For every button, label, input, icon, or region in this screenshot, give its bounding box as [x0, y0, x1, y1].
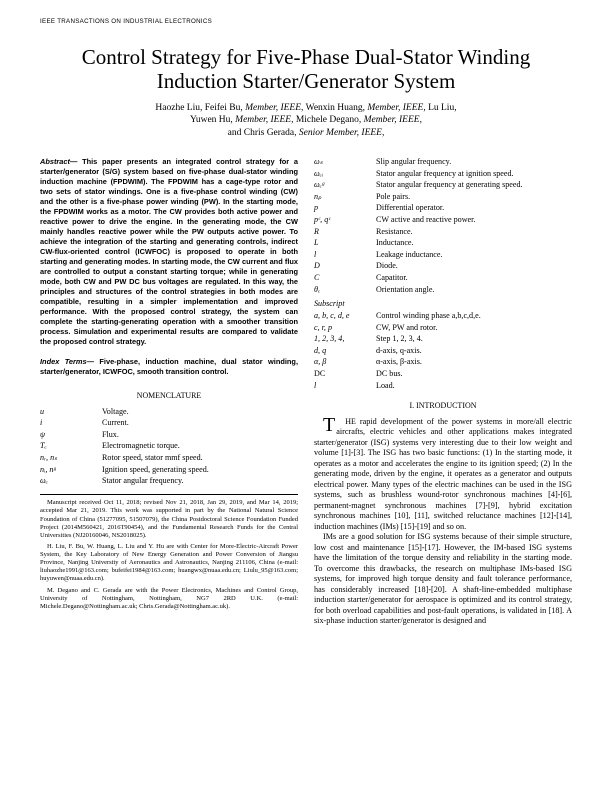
authors-line: and Chris Gerada, Senior Member, IEEE,	[40, 127, 572, 139]
nomen-row: d, qd-axis, q-axis.	[314, 346, 572, 356]
introduction-body: THE rapid development of the power syste…	[314, 417, 572, 627]
nomen-row: DDiode.	[314, 261, 572, 271]
index-terms: Index Terms— Five-phase, induction machi…	[40, 357, 298, 377]
authors-line: Yuwen Hu, Member, IEEE, Michele Degano, …	[40, 114, 572, 126]
journal-header: IEEE TRANSACTIONS ON INDUSTRIAL ELECTRON…	[40, 18, 212, 25]
subscript-heading: Subscript	[314, 299, 572, 309]
abstract: Abstract— This paper presents an integra…	[40, 157, 298, 347]
nomen-row: pᶜ, qᶜCW active and reactive power.	[314, 215, 572, 225]
footnote-p: Manuscript received Oct 11, 2018; revise…	[40, 499, 298, 540]
nomenclature-list-right: ωₛSlip angular frequency. ωₑᵢStator angu…	[314, 157, 572, 391]
nomen-row: ωₛSlip angular frequency.	[314, 157, 572, 167]
footnote-p: M. Degano and C. Gerada are with the Pow…	[40, 587, 298, 611]
right-column: ωₛSlip angular frequency. ωₑᵢStator angu…	[314, 157, 572, 774]
nomenclature-list-left: uVoltage. iCurrent. ψFlux. TₑElectromagn…	[40, 407, 298, 487]
paper-title: Control Strategy for Five-Phase Dual-Sta…	[40, 45, 572, 93]
nomen-row: ωₑᵢStator angular frequency at ignition …	[314, 169, 572, 179]
index-lead: Index Terms—	[40, 357, 94, 366]
dropcap: T	[314, 417, 336, 434]
nomen-row: 1, 2, 3, 4,Step 1, 2, 3, 4.	[314, 334, 572, 344]
manuscript-footnote: Manuscript received Oct 11, 2018; revise…	[40, 494, 298, 611]
nomen-row: TₑElectromagnetic torque.	[40, 441, 298, 451]
nomen-row: α, βα-axis, β-axis.	[314, 357, 572, 367]
nomen-row: c, r, pCW, PW and rotor.	[314, 323, 572, 333]
nomen-row: uVoltage.	[40, 407, 298, 417]
authors-line: Haozhe Liu, Feifei Bu, Member, IEEE, Wen…	[40, 102, 572, 114]
introduction-heading: I. INTRODUCTION	[314, 401, 572, 411]
abstract-body: This paper presents an integrated contro…	[40, 157, 298, 346]
nomen-row: DCDC bus.	[314, 369, 572, 379]
nomen-row: nᵣ, nₛRotor speed, stator mmf speed.	[40, 453, 298, 463]
nomen-row: lLoad.	[314, 381, 572, 391]
intro-paragraph: THE rapid development of the power syste…	[314, 417, 572, 533]
nomen-row: ωₑᵍStator angular frequency at generatin…	[314, 180, 572, 190]
nomenclature-heading: NOMENCLATURE	[40, 391, 298, 401]
author-block: Haozhe Liu, Feifei Bu, Member, IEEE, Wen…	[40, 102, 572, 139]
footnote-p: H. Liu, F. Bu, W. Huang, L. Liu and Y. H…	[40, 543, 298, 584]
nomen-row: ωₑStator angular frequency.	[40, 476, 298, 486]
intro-paragraph: IMs are a good solution for ISG systems …	[314, 532, 572, 627]
nomen-row: pDifferential operator.	[314, 203, 572, 213]
nomen-row: ψFlux.	[40, 430, 298, 440]
abstract-lead: Abstract—	[40, 157, 77, 166]
nomen-row: θₑOrientation angle.	[314, 285, 572, 295]
nomen-row: a, b, c, d, eControl winding phase a,b,c…	[314, 311, 572, 321]
nomen-row: iCurrent.	[40, 418, 298, 428]
left-column: Abstract— This paper presents an integra…	[40, 157, 298, 774]
nomen-row: CCapatitor.	[314, 273, 572, 283]
nomen-row: RResistance.	[314, 227, 572, 237]
nomen-row: nₚPole pairs.	[314, 192, 572, 202]
nomen-row: LInductance.	[314, 238, 572, 248]
nomen-row: lLeakage inductance.	[314, 250, 572, 260]
nomen-row: nᵢ, nᵍIgnition speed, generating speed.	[40, 465, 298, 475]
